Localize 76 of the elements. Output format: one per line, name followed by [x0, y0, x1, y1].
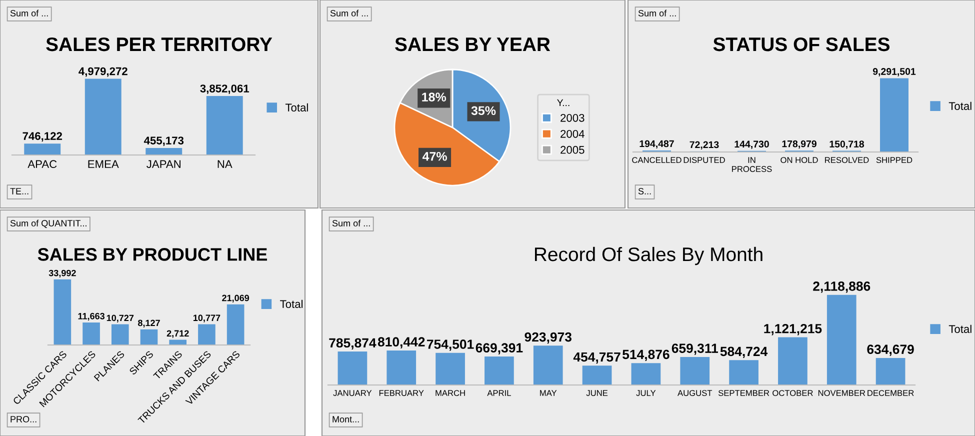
text: Sum of ...: [330, 10, 368, 16]
data-label: 144,730: [734, 140, 769, 149]
x-tick-label: JUNE: [586, 390, 608, 396]
data-label: 454,757: [573, 352, 620, 364]
text: PRO...: [10, 416, 36, 422]
x-tick-label: JAPAN: [146, 160, 180, 168]
chart-title: Record Of Sales By Month: [535, 246, 762, 266]
data-label: 178,979: [782, 140, 816, 149]
chart-title: SALES BY YEAR: [395, 37, 550, 52]
data-label: 923,973: [524, 332, 572, 344]
x-tick-label: APAC: [28, 160, 57, 168]
x-tick-label: MAY: [540, 390, 557, 396]
legend-title: Y...: [557, 99, 570, 106]
data-label: 10,727: [106, 314, 134, 322]
data-label: 2,712: [166, 330, 189, 338]
x-tick-label: ON HOLD: [780, 157, 818, 163]
x-tick-label: AUGUST: [678, 390, 712, 396]
x-tick-label: APRIL: [487, 390, 511, 396]
text: Sum of QUANTIT...: [10, 220, 86, 228]
legend-label: Total: [948, 324, 972, 334]
x-tick-label: JULY: [636, 390, 656, 396]
data-label: 634,679: [867, 344, 914, 356]
text: TE...: [10, 188, 28, 194]
data-label: 4,979,272: [78, 67, 128, 77]
x-tick-label: SHIPPED: [876, 157, 912, 163]
chart-title: SALES BY PRODUCT LINE: [38, 248, 267, 261]
x-tick-label: MARCH: [436, 390, 465, 396]
data-label: 47%: [422, 152, 447, 161]
legend-label: 2004: [560, 130, 584, 138]
data-label: 10,777: [193, 314, 220, 322]
data-label: 3,852,061: [200, 84, 250, 94]
data-label: 669,391: [476, 343, 523, 354]
data-label: 18%: [422, 92, 446, 102]
data-label: 194,487: [640, 140, 674, 149]
data-label: 1,121,215: [764, 324, 822, 336]
data-label: 35%: [471, 106, 496, 116]
data-label: 746,122: [22, 132, 62, 142]
text: Sum of ...: [10, 10, 48, 16]
data-label: 8,127: [138, 320, 160, 328]
data-label: 72,213: [690, 141, 719, 150]
data-label: 754,501: [427, 340, 474, 351]
x-tick-label: NA: [218, 160, 232, 168]
text: Sum of ...: [332, 220, 370, 226]
chart-title: SALES PER TERRITORY: [46, 37, 272, 52]
legend-label: 2005: [560, 146, 584, 154]
data-label: 150,718: [830, 140, 864, 149]
x-tick-label: OCTOBER: [772, 390, 813, 396]
x-tick-label: EMEA: [88, 160, 119, 168]
x-tick-label: FEBRUARY: [379, 390, 424, 396]
x-tick-label: IN PROCESS: [732, 157, 772, 172]
x-tick-label: NOVEMBER: [818, 390, 866, 396]
data-label: 455,173: [144, 136, 184, 146]
text: Mont...: [332, 416, 359, 422]
data-label: 21,069: [222, 294, 250, 302]
data-label: 33,992: [48, 270, 76, 278]
data-label: 11,663: [78, 312, 105, 321]
data-label: 9,291,501: [872, 68, 916, 76]
legend-label: Total: [280, 300, 303, 308]
text: Sum of ...: [638, 10, 676, 16]
x-tick-label: RESOLVED: [825, 157, 869, 163]
data-label: 659,311: [672, 344, 718, 355]
legend-label: 2003: [560, 114, 584, 122]
legend-label: Total: [948, 102, 972, 110]
data-label: 514,876: [622, 350, 670, 362]
text: S...: [638, 188, 651, 194]
data-label: 810,442: [378, 337, 425, 348]
x-tick-label: JANUARY: [333, 390, 372, 396]
x-tick-label: SEPTEMBER: [718, 390, 770, 396]
x-tick-label: DISPUTED: [684, 157, 725, 163]
x-tick-label: CANCELLED: [632, 157, 682, 163]
legend-label: Total: [285, 103, 308, 112]
data-label: 584,724: [720, 346, 768, 358]
x-tick-label: DECEMBER: [868, 390, 914, 396]
data-label: 785,874: [329, 338, 376, 350]
data-label: 2,118,886: [813, 281, 870, 293]
chart-title: STATUS OF SALES: [713, 37, 890, 52]
